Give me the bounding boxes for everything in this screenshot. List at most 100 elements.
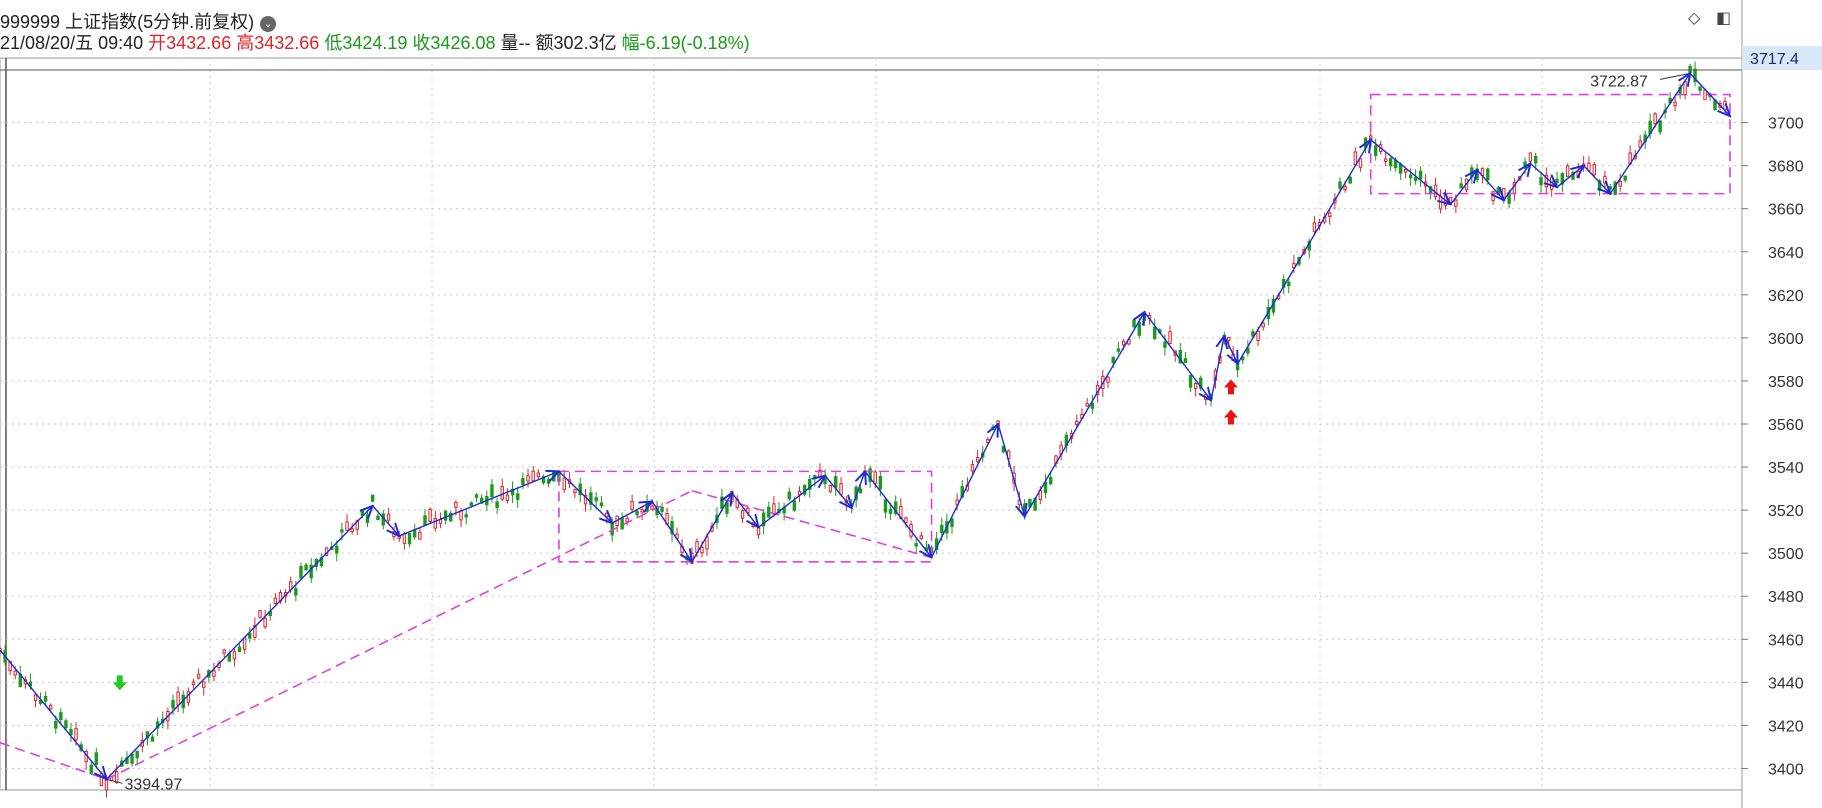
candle-body [839,483,843,495]
candle-body [1373,145,1378,156]
candle-body [599,502,604,507]
candle-body [1338,181,1342,189]
candle-body [1121,340,1126,346]
candle-body [660,506,664,512]
y-tick-label: 3520 [1768,503,1804,520]
zigzag-stroke [1237,140,1371,365]
buy-arrow-icon [1223,379,1238,395]
candle-body [1683,81,1687,96]
panel-toggle-icon[interactable]: ◧ [1716,10,1732,27]
chart-title: 999999 上证指数(5分钟.前复权) ⌄ [0,8,277,34]
candle-body [454,501,458,508]
candle-body [176,691,180,706]
candle-body [578,483,582,496]
candle-body [914,543,918,547]
candle-body [1090,402,1095,409]
candle-body [1261,322,1265,328]
candle-body [1075,420,1079,425]
candle-body [1454,199,1458,207]
candle-body [1539,177,1543,186]
zigzag-stroke [851,471,865,509]
candle-body [526,475,530,482]
zigzag-stroke [930,424,999,558]
candle-body [114,770,119,784]
high-label: 3722.87 [1590,73,1648,90]
candle-body [1403,168,1408,173]
zigzag-stroke [691,493,732,563]
diamond-icon[interactable]: ◇ [1688,10,1701,27]
candle-body [868,468,872,482]
zigzag-stroke [1370,139,1451,205]
candle-body [878,476,883,490]
open-label: 开 [148,33,167,53]
candle-body [171,700,175,709]
candle-body [253,625,257,638]
candle-body [1246,347,1250,354]
candle-body [1534,155,1538,164]
y-tick-label: 3620 [1768,288,1804,305]
candle-body [294,588,298,596]
zigzag-stroke [1689,72,1730,116]
candle-body [1251,331,1255,337]
high-value: 3432.66 [254,33,320,53]
candle-body [1608,186,1612,190]
candle-body [894,501,898,515]
candle-body [263,617,267,628]
candle-body [1183,358,1188,364]
candle-body [583,495,588,505]
candle-body [402,533,407,544]
candle-body [202,681,206,688]
candle-body [904,517,908,523]
candle-body [459,510,463,521]
dropdown-chevron-icon[interactable]: ⌄ [260,16,277,32]
candle-body [1132,319,1136,328]
zigzag-stroke [1609,73,1690,195]
candle-body [541,476,546,484]
candle-body [516,493,520,500]
date-time: 21/08/20/五 09:40 [0,33,144,53]
zigzag-stroke [558,470,612,523]
candle-body [1256,330,1260,342]
candle-body [562,477,566,490]
candle-body [1703,89,1707,101]
candle-body [212,670,216,677]
candle-body [464,514,468,518]
candle-body [883,499,888,513]
candle-body [376,515,380,521]
candle-body [1049,477,1053,485]
candle-body [423,515,427,526]
candle-body [1653,113,1657,125]
candle-body [640,509,644,513]
candle-body [48,704,53,710]
candle-body [135,750,139,759]
candle-body [54,721,58,729]
candle-body [858,488,863,494]
candle-body [242,637,247,650]
open-value: 3432.66 [166,33,232,53]
zigzag-stroke [651,501,692,562]
candle-body [232,651,237,660]
candle-body [365,514,370,523]
candle-body [531,470,535,482]
candle-body [813,475,817,480]
candle-body [1523,161,1527,169]
candle-body [495,501,499,509]
candle-body [505,494,510,501]
candle-body [1623,175,1627,181]
candle-body [625,517,629,523]
candle-body [970,464,975,472]
candle-body [237,646,242,653]
zigzag-stroke [758,476,826,528]
candle-body [521,478,525,485]
candle-body [69,729,73,736]
candle-body [1438,196,1443,210]
candle-body [888,508,893,514]
candle-body [490,484,494,498]
zigzag-stroke [1143,311,1211,400]
y-tick-label: 3680 [1768,159,1804,176]
candle-body [59,712,63,721]
candle-body [130,753,134,764]
zigzag-stroke [1024,312,1145,517]
candle-body [991,426,995,431]
candle-body [573,489,577,494]
